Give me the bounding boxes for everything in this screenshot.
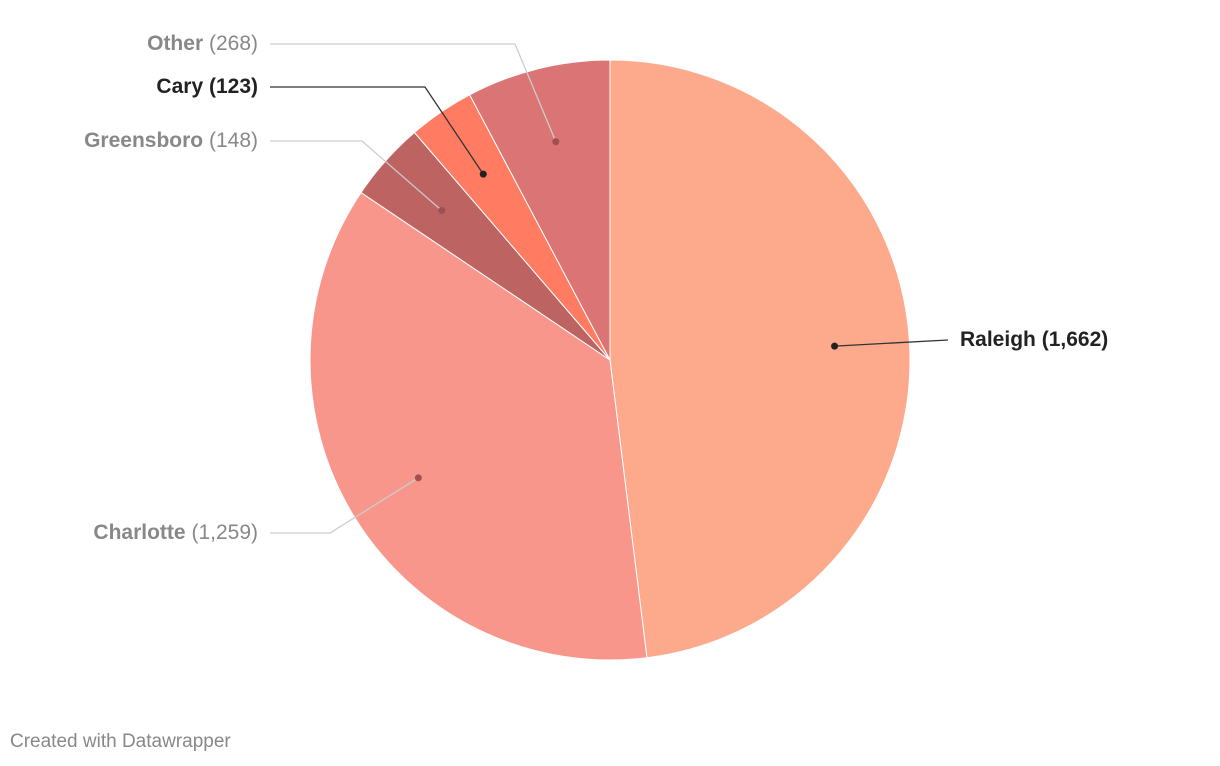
leader-dot (438, 207, 446, 215)
leader-line (270, 86, 484, 175)
slice-value: (268) (209, 32, 258, 55)
leader-line (834, 339, 949, 347)
slice-value: (123) (209, 75, 258, 98)
slice-label: Raleigh (1,662) (960, 328, 1108, 351)
leader-line (270, 477, 419, 534)
slice-label: Charlotte (1,259) (93, 521, 258, 544)
slice-name: Greensboro (84, 129, 203, 152)
slice-label: Cary (123) (156, 75, 258, 98)
credit: Created with Datawrapper (10, 731, 231, 752)
pie-slice (609, 59, 911, 659)
slice-name: Charlotte (93, 521, 185, 544)
leader-line (270, 140, 443, 212)
slice-label: Greensboro (148) (84, 129, 258, 152)
leader-dot (414, 474, 422, 482)
slice-name: Cary (156, 75, 203, 98)
leader-dot (831, 342, 839, 350)
slice-value: (1,662) (1042, 328, 1109, 351)
slice-name: Other (147, 32, 203, 55)
leader-line (270, 43, 557, 142)
slice-value: (148) (209, 129, 258, 152)
slice-value: (1,259) (191, 521, 258, 544)
pie-slice (469, 59, 611, 361)
leader-dot (552, 138, 560, 146)
leader-dot (479, 170, 487, 178)
slice-name: Raleigh (960, 328, 1036, 351)
slice-label: Other (268) (147, 32, 258, 55)
